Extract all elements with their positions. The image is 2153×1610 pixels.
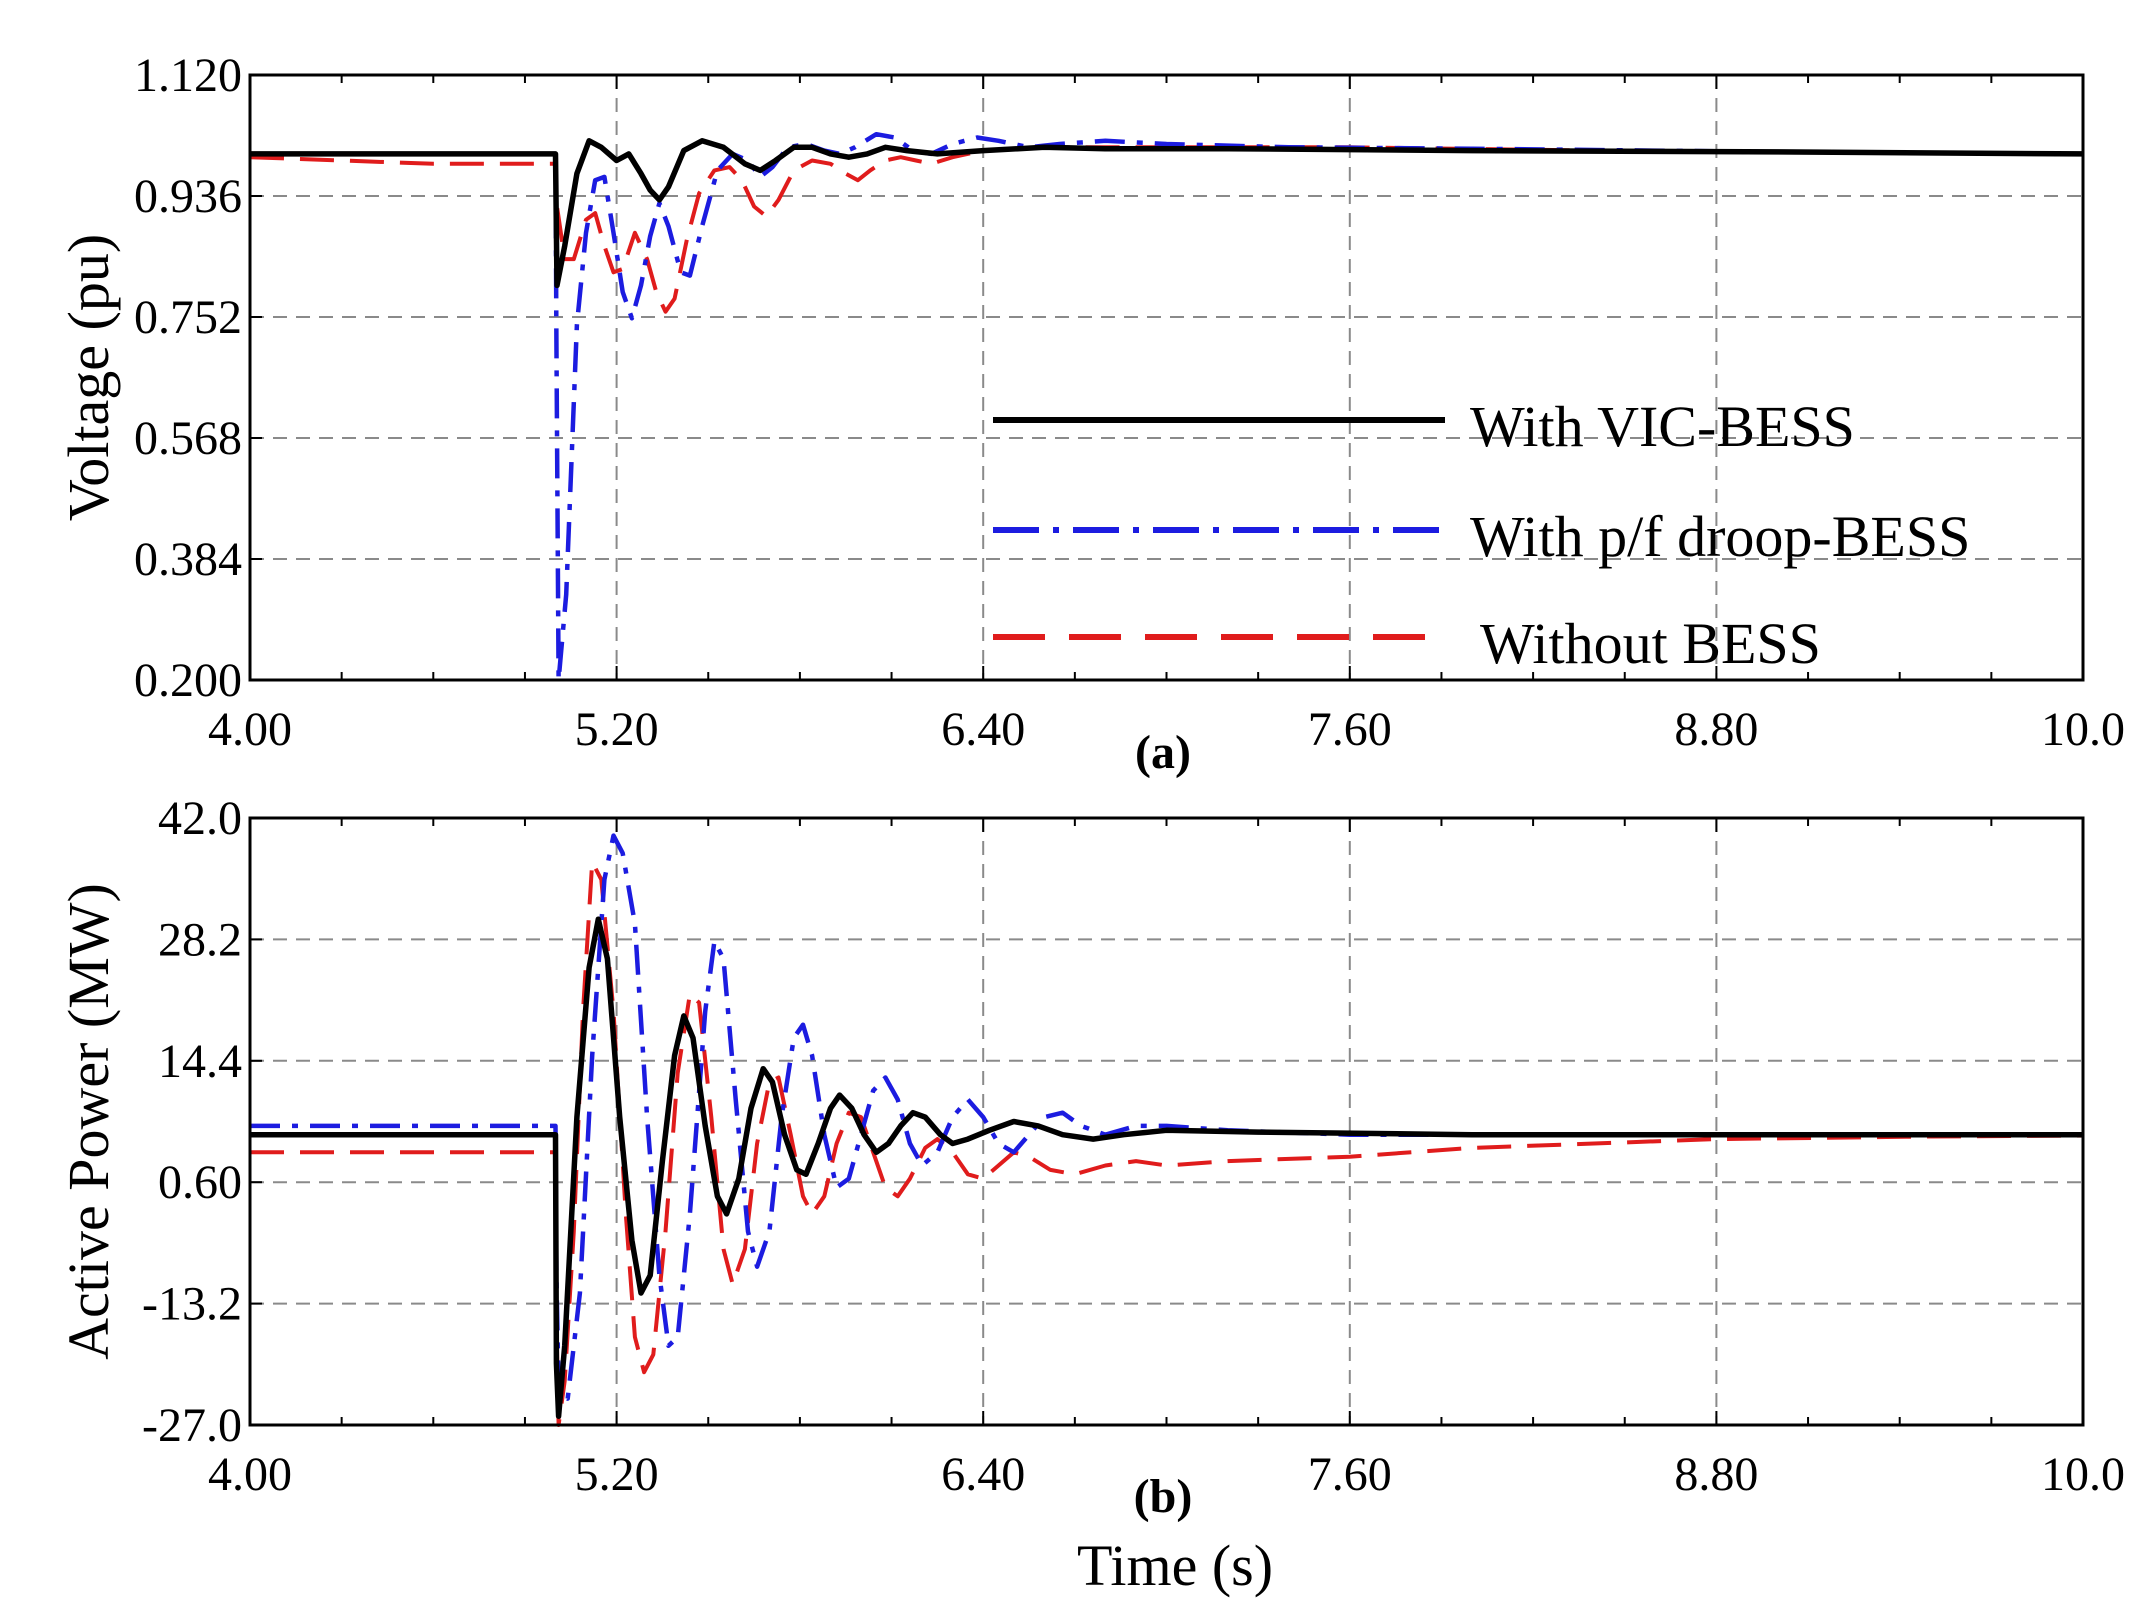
series-line-vic [250, 916, 2083, 1419]
legend-label-pf: With p/f droop-BESS [1470, 504, 1970, 569]
x-tick-label: 10.0 [2041, 703, 2125, 756]
legend-entry-pf: With p/f droop-BESS [993, 504, 1970, 569]
voltage-x-tick-labels: 4.00 5.20 6.40 7.60 8.80 10.0 [208, 703, 2125, 756]
x-tick-label: 5.20 [575, 1448, 659, 1501]
legend-entry-none: Without BESS [993, 611, 1821, 676]
voltage-y-axis-title: Voltage (pu) [56, 234, 121, 521]
y-tick-label: 0.200 [134, 654, 242, 707]
y-tick-label: 0.936 [134, 170, 242, 223]
power-grid [250, 818, 2083, 1425]
x-tick-label: 6.40 [941, 703, 1025, 756]
x-tick-label: 5.20 [575, 703, 659, 756]
legend-label-none: Without BESS [1480, 611, 1821, 676]
voltage-y-tick-labels: 1.120 0.936 0.752 0.568 0.384 0.200 [134, 49, 242, 707]
legend: With VIC-BESS With p/f droop-BESS Withou… [993, 394, 1970, 676]
x-tick-label: 4.00 [208, 1448, 292, 1501]
y-tick-label: 0.384 [134, 533, 242, 586]
voltage-ticks [249, 74, 1993, 681]
series-line-none [250, 145, 2083, 314]
power-y-axis-title: Active Power (MW) [56, 883, 121, 1360]
y-tick-label: 28.2 [158, 913, 242, 966]
power-series [250, 833, 2083, 1427]
voltage-grid [250, 75, 2083, 680]
series-line-none [250, 860, 2083, 1427]
legend-label-vic: With VIC-BESS [1470, 394, 1855, 459]
y-tick-label: -27.0 [142, 1399, 242, 1452]
panel-label-b: (b) [1134, 1470, 1193, 1523]
x-tick-label: 6.40 [941, 1448, 1025, 1501]
y-tick-label: 14.4 [158, 1035, 242, 1088]
legend-entry-vic: With VIC-BESS [993, 394, 1855, 459]
x-tick-label: 8.80 [1674, 703, 1758, 756]
voltage-series [250, 131, 2083, 683]
x-tick-label: 4.00 [208, 703, 292, 756]
x-tick-label: 10.0 [2041, 1448, 2125, 1501]
power-y-tick-labels: 42.0 28.2 14.4 0.60 -13.2 -27.0 [142, 792, 242, 1452]
y-tick-label: 1.120 [134, 49, 242, 102]
y-tick-label: -13.2 [142, 1278, 242, 1331]
y-tick-label: 0.752 [134, 291, 242, 344]
y-tick-label: 0.60 [158, 1156, 242, 1209]
x-tick-label: 7.60 [1308, 1448, 1392, 1501]
power-x-tick-labels: 4.00 5.20 6.40 7.60 8.80 10.0 [208, 1448, 2125, 1501]
x-tick-label: 8.80 [1674, 1448, 1758, 1501]
voltage-panel: 1.120 0.936 0.752 0.568 0.384 0.200 4.00 5.20 6… [56, 49, 2125, 779]
panel-label-a: (a) [1135, 726, 1191, 779]
y-tick-label: 42.0 [158, 792, 242, 845]
power-ticks [249, 817, 1993, 1426]
active-power-panel: 42.0 28.2 14.4 0.60 -13.2 -27.0 4.00 5.20 6.40 7… [56, 792, 2125, 1523]
x-axis-title: Time (s) [1077, 1533, 1273, 1598]
series-line-vic [250, 138, 2083, 289]
x-tick-label: 7.60 [1308, 703, 1392, 756]
power-plot-frame [248, 816, 2085, 1427]
y-tick-label: 0.568 [134, 412, 242, 465]
series-line-pf [250, 833, 2083, 1401]
